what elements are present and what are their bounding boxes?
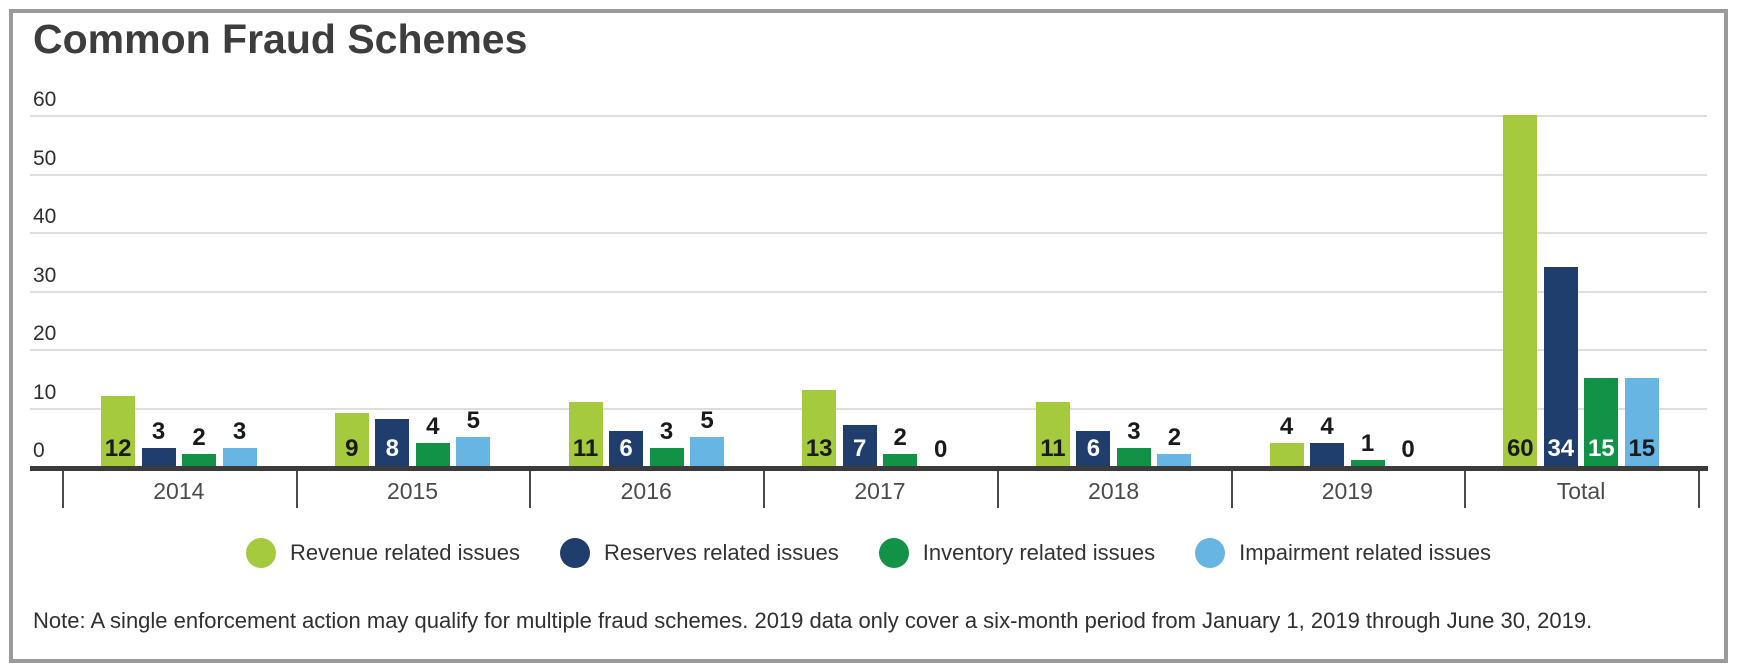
bar-inventory-2018: [1116, 448, 1151, 466]
bar-value-label-revenue-2014: 12: [104, 435, 132, 462]
x-axis-tick: [996, 471, 999, 508]
bar-revenue-2018: [1035, 402, 1070, 466]
legend-swatch-revenue-circle-icon: [246, 538, 277, 568]
legend-item-reserves: Reserves related issues: [559, 538, 839, 568]
bar-revenue-2019: [1269, 443, 1304, 466]
x-axis-label-2014: 2014: [153, 478, 205, 504]
legend: Revenue related issues Reserves related i…: [0, 536, 1737, 570]
bar-value-label-impairment-2014: 3: [232, 418, 247, 445]
bar-reserves-2016: [609, 431, 643, 466]
bar-value-label-revenue-2018: 11: [1040, 435, 1066, 462]
bar-inventory-total: [1584, 378, 1619, 466]
x-axis-label-2017: 2017: [854, 478, 906, 504]
legend-swatch-impairment-circle-icon: [1195, 538, 1226, 568]
x-axis-line: [30, 466, 1708, 471]
gridline-y10: [30, 407, 1707, 410]
y-axis-tick-label: 30: [33, 263, 57, 287]
bar-impairment-2015: [456, 437, 491, 466]
bar-value-label-inventory-2015: 4: [426, 413, 440, 440]
legend-label-revenue: Revenue related issues: [290, 540, 520, 565]
legend-item-impairment: Impairment related issues: [1195, 538, 1491, 568]
bar-revenue-2015: [334, 413, 369, 466]
bar-value-label-revenue-2019: 4: [1279, 413, 1294, 440]
bar-value-label-reserves-2016: 6: [619, 435, 633, 462]
x-axis-label-2019: 2019: [1321, 478, 1373, 504]
bar-reserves-2019: [1310, 443, 1345, 466]
bar-value-label-inventory-2014: 2: [192, 424, 206, 451]
bar-value-label-inventory-total: 15: [1587, 435, 1615, 462]
legend-label-reserves: Reserves related issues: [603, 540, 839, 565]
bar-reserves-2014: [141, 448, 176, 466]
y-axis-tick-label: 20: [33, 322, 57, 345]
bar-revenue-2017: [802, 390, 837, 466]
bar-value-label-reserves-total: 34: [1547, 435, 1575, 462]
gridline-y30: [30, 290, 1707, 293]
bar-value-label-reserves-2015: 8: [385, 435, 399, 462]
legend-item-revenue: Revenue related issues: [246, 538, 520, 568]
gridline-y20: [30, 349, 1707, 351]
x-axis-label-2015: 2015: [386, 478, 439, 504]
legend-swatch-inventory-circle-icon: [878, 538, 909, 568]
bar-value-label-reserves-2017: 7: [853, 435, 867, 462]
bar-value-label-impairment-2019: 0: [1401, 436, 1415, 463]
x-axis-tick: [1464, 471, 1467, 508]
x-axis-tick: [529, 471, 532, 508]
bar-revenue-2014: [101, 396, 136, 466]
note-text: Note: A single enforcement action may qu…: [33, 608, 1593, 633]
x-axis-tick: [763, 471, 766, 508]
bar-value-label-reserves-2014: 3: [151, 418, 166, 445]
bar-inventory-2016: [649, 448, 684, 466]
bar-value-label-inventory-2017: 2: [893, 424, 907, 451]
x-axis-tick: [1697, 471, 1700, 508]
bar-inventory-2019: [1350, 460, 1385, 466]
bar-value-label-impairment-2015: 5: [466, 407, 480, 434]
bar-reserves-total: [1543, 267, 1578, 466]
bar-value-label-reserves-2019: 4: [1320, 413, 1334, 440]
bar-impairment-2018: [1157, 454, 1192, 466]
x-axis-label-2018: 2018: [1088, 478, 1140, 504]
x-axis-tick: [295, 471, 298, 508]
gridline-y40: [30, 232, 1707, 234]
bar-value-label-reserves-2018: 6: [1086, 435, 1101, 462]
gridline-y60: [30, 115, 1707, 117]
bar-value-label-impairment-2018: 2: [1167, 424, 1182, 451]
gridline-y50: [30, 173, 1707, 176]
y-axis-tick-label: 10: [33, 380, 57, 404]
x-axis-tick: [1230, 471, 1233, 508]
y-axis-tick-label: 40: [33, 205, 57, 228]
bar-inventory-2014: [182, 454, 217, 466]
x-axis-tick: [62, 471, 64, 508]
bar-impairment-2016: [690, 437, 724, 466]
bar-value-label-inventory-2016: 3: [659, 418, 674, 445]
bar-inventory-2015: [415, 443, 450, 466]
x-axis-label-total: Total: [1556, 478, 1606, 504]
x-axis-label-2016: 2016: [620, 478, 672, 504]
bar-revenue-2016: [568, 402, 603, 466]
bar-value-label-revenue-2016: 11: [572, 435, 599, 462]
bar-revenue-total: [1503, 115, 1538, 466]
bar-value-label-inventory-2018: 3: [1127, 418, 1141, 445]
bar-reserves-2018: [1076, 431, 1111, 466]
bar-value-label-revenue-2015: 9: [345, 435, 359, 462]
bar-value-label-impairment-total: 15: [1628, 435, 1656, 462]
bar-value-label-impairment-2016: 5: [700, 407, 714, 434]
chart-title: Common Fraud Schemes: [33, 16, 528, 62]
bar-reserves-2017: [842, 425, 877, 466]
legend-swatch-reserves-circle-icon: [559, 538, 590, 568]
bar-value-label-revenue-2017: 13: [805, 435, 833, 462]
bar-value-label-impairment-2017: 0: [934, 436, 948, 463]
bar-reserves-2015: [375, 419, 410, 466]
bar-inventory-2017: [883, 454, 918, 466]
bar-impairment-2014: [222, 448, 257, 466]
y-axis-tick-label: 60: [33, 88, 57, 111]
bar-impairment-total: [1624, 378, 1659, 466]
legend-item-inventory: Inventory related issues: [878, 538, 1156, 568]
y-axis-tick-label: 0: [33, 439, 45, 462]
bar-value-label-revenue-total: 60: [1506, 435, 1534, 462]
legend-label-inventory: Inventory related issues: [922, 540, 1156, 565]
y-axis-tick-label: 50: [33, 146, 57, 170]
bar-value-label-inventory-2019: 1: [1360, 430, 1375, 457]
legend-label-impairment: Impairment related issues: [1239, 540, 1491, 565]
